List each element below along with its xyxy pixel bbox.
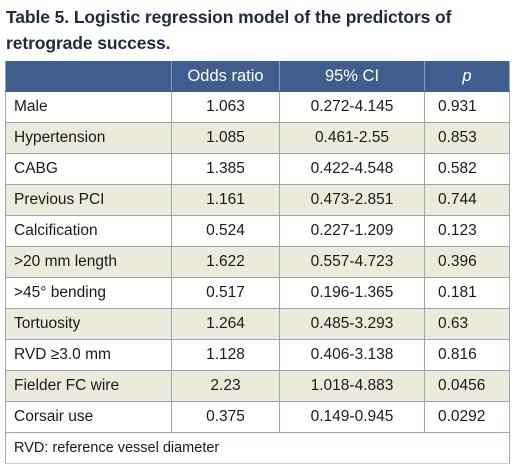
- cell-odds-ratio: 0.517: [171, 277, 280, 309]
- cell-ci: 0.461-2.55: [279, 122, 425, 154]
- cell-odds-ratio: 1.385: [171, 153, 280, 185]
- cell-ci: 0.473-2.851: [279, 184, 425, 216]
- cell-odds-ratio: 1.161: [171, 184, 280, 216]
- table-row: RVD ≥3.0 mm 1.128 0.406-3.138 0.816: [5, 339, 510, 371]
- cell-ci: 0.227-1.209: [279, 215, 425, 247]
- cell-p: 0.123: [424, 215, 510, 247]
- cell-ci: 0.485-3.293: [279, 308, 425, 340]
- cell-variable: Corsair use: [5, 401, 172, 433]
- table-row: CABG 1.385 0.422-4.548 0.582: [5, 153, 510, 185]
- cell-p: 0.931: [424, 91, 510, 123]
- table-row: >20 mm length 1.622 0.557-4.723 0.396: [5, 246, 510, 278]
- cell-p: 0.0292: [424, 401, 510, 433]
- table-row: >45° bending 0.517 0.196-1.365 0.181: [5, 277, 510, 309]
- cell-p: 0.63: [424, 308, 510, 340]
- cell-ci: 1.018-4.883: [279, 370, 425, 402]
- cell-odds-ratio: 2.23: [171, 370, 280, 402]
- cell-variable: CABG: [5, 153, 172, 185]
- table-title: Table 5. Logistic regression model of th…: [6, 7, 452, 53]
- table-row: Hypertension 1.085 0.461-2.55 0.853: [5, 122, 510, 154]
- cell-p: 0.582: [424, 153, 510, 185]
- table-row: Tortuosity 1.264 0.485-3.293 0.63: [5, 308, 510, 340]
- table-row: Corsair use 0.375 0.149-0.945 0.0292: [5, 401, 510, 433]
- cell-ci: 0.272-4.145: [279, 91, 425, 123]
- table-header-row: Odds ratio 95% CI p: [5, 61, 510, 92]
- header-cell-ci: 95% CI: [279, 61, 425, 92]
- regression-table: Odds ratio 95% CI p Male 1.063 0.272-4.1…: [5, 61, 510, 464]
- cell-p: 0.181: [424, 277, 510, 309]
- cell-variable: >45° bending: [5, 277, 172, 309]
- cell-odds-ratio: 1.085: [171, 122, 280, 154]
- table-row: Calcification 0.524 0.227-1.209 0.123: [5, 215, 510, 247]
- cell-p: 0.396: [424, 246, 510, 278]
- cell-odds-ratio: 1.622: [171, 246, 280, 278]
- cell-p: 0.0456: [424, 370, 510, 402]
- cell-variable: >20 mm length: [5, 246, 172, 278]
- cell-odds-ratio: 0.524: [171, 215, 280, 247]
- cell-variable: Hypertension: [5, 122, 172, 154]
- table-footnote-row: RVD: reference vessel diameter: [5, 432, 510, 464]
- cell-ci: 0.149-0.945: [279, 401, 425, 433]
- cell-ci: 0.196-1.365: [279, 277, 425, 309]
- table-row: Fielder FC wire 2.23 1.018-4.883 0.0456: [5, 370, 510, 402]
- header-cell-p: p: [424, 61, 510, 92]
- table-container: Odds ratio 95% CI p Male 1.063 0.272-4.1…: [5, 61, 510, 464]
- cell-variable: RVD ≥3.0 mm: [5, 339, 172, 371]
- cell-p: 0.853: [424, 122, 510, 154]
- cell-variable: Calcification: [5, 215, 172, 247]
- cell-variable: Male: [5, 91, 172, 123]
- cell-odds-ratio: 1.063: [171, 91, 280, 123]
- cell-p: 0.744: [424, 184, 510, 216]
- table-footnote: RVD: reference vessel diameter: [5, 432, 510, 464]
- header-cell-variable: [5, 61, 172, 92]
- cell-ci: 0.422-4.548: [279, 153, 425, 185]
- cell-ci: 0.406-3.138: [279, 339, 425, 371]
- cell-odds-ratio: 0.375: [171, 401, 280, 433]
- cell-variable: Fielder FC wire: [5, 370, 172, 402]
- table-row: Previous PCI 1.161 0.473-2.851 0.744: [5, 184, 510, 216]
- header-cell-odds-ratio: Odds ratio: [171, 61, 280, 92]
- cell-variable: Tortuosity: [5, 308, 172, 340]
- table-row: Male 1.063 0.272-4.145 0.931: [5, 91, 510, 123]
- cell-odds-ratio: 1.264: [171, 308, 280, 340]
- cell-odds-ratio: 1.128: [171, 339, 280, 371]
- cell-variable: Previous PCI: [5, 184, 172, 216]
- cell-ci: 0.557-4.723: [279, 246, 425, 278]
- cell-p: 0.816: [424, 339, 510, 371]
